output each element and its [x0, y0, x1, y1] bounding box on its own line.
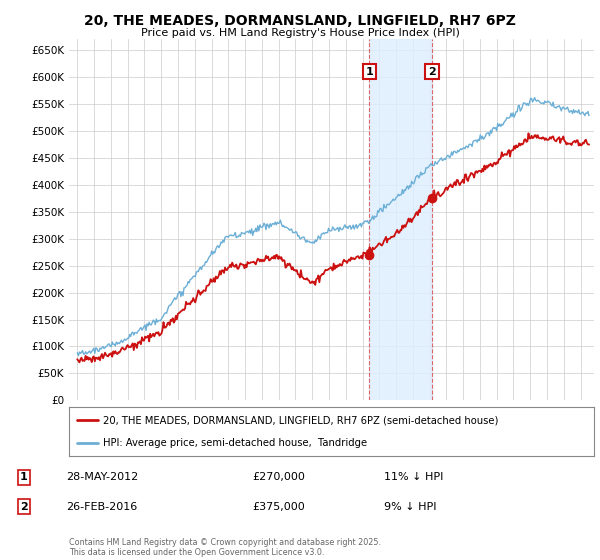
Text: Price paid vs. HM Land Registry's House Price Index (HPI): Price paid vs. HM Land Registry's House … — [140, 28, 460, 38]
Text: 26-FEB-2016: 26-FEB-2016 — [66, 502, 137, 512]
Text: HPI: Average price, semi-detached house,  Tandridge: HPI: Average price, semi-detached house,… — [103, 438, 367, 448]
Text: 2: 2 — [428, 67, 436, 77]
Text: £375,000: £375,000 — [252, 502, 305, 512]
Bar — [370, 39, 432, 400]
Text: 11% ↓ HPI: 11% ↓ HPI — [384, 472, 443, 482]
Text: £270,000: £270,000 — [252, 472, 305, 482]
Text: 1: 1 — [20, 472, 28, 482]
Text: 20, THE MEADES, DORMANSLAND, LINGFIELD, RH7 6PZ (semi-detached house): 20, THE MEADES, DORMANSLAND, LINGFIELD, … — [103, 416, 499, 426]
Text: 9% ↓ HPI: 9% ↓ HPI — [384, 502, 437, 512]
Text: 28-MAY-2012: 28-MAY-2012 — [66, 472, 138, 482]
Text: Contains HM Land Registry data © Crown copyright and database right 2025.
This d: Contains HM Land Registry data © Crown c… — [69, 538, 381, 557]
Text: 1: 1 — [365, 67, 373, 77]
Text: 2: 2 — [20, 502, 28, 512]
Text: 20, THE MEADES, DORMANSLAND, LINGFIELD, RH7 6PZ: 20, THE MEADES, DORMANSLAND, LINGFIELD, … — [84, 14, 516, 28]
